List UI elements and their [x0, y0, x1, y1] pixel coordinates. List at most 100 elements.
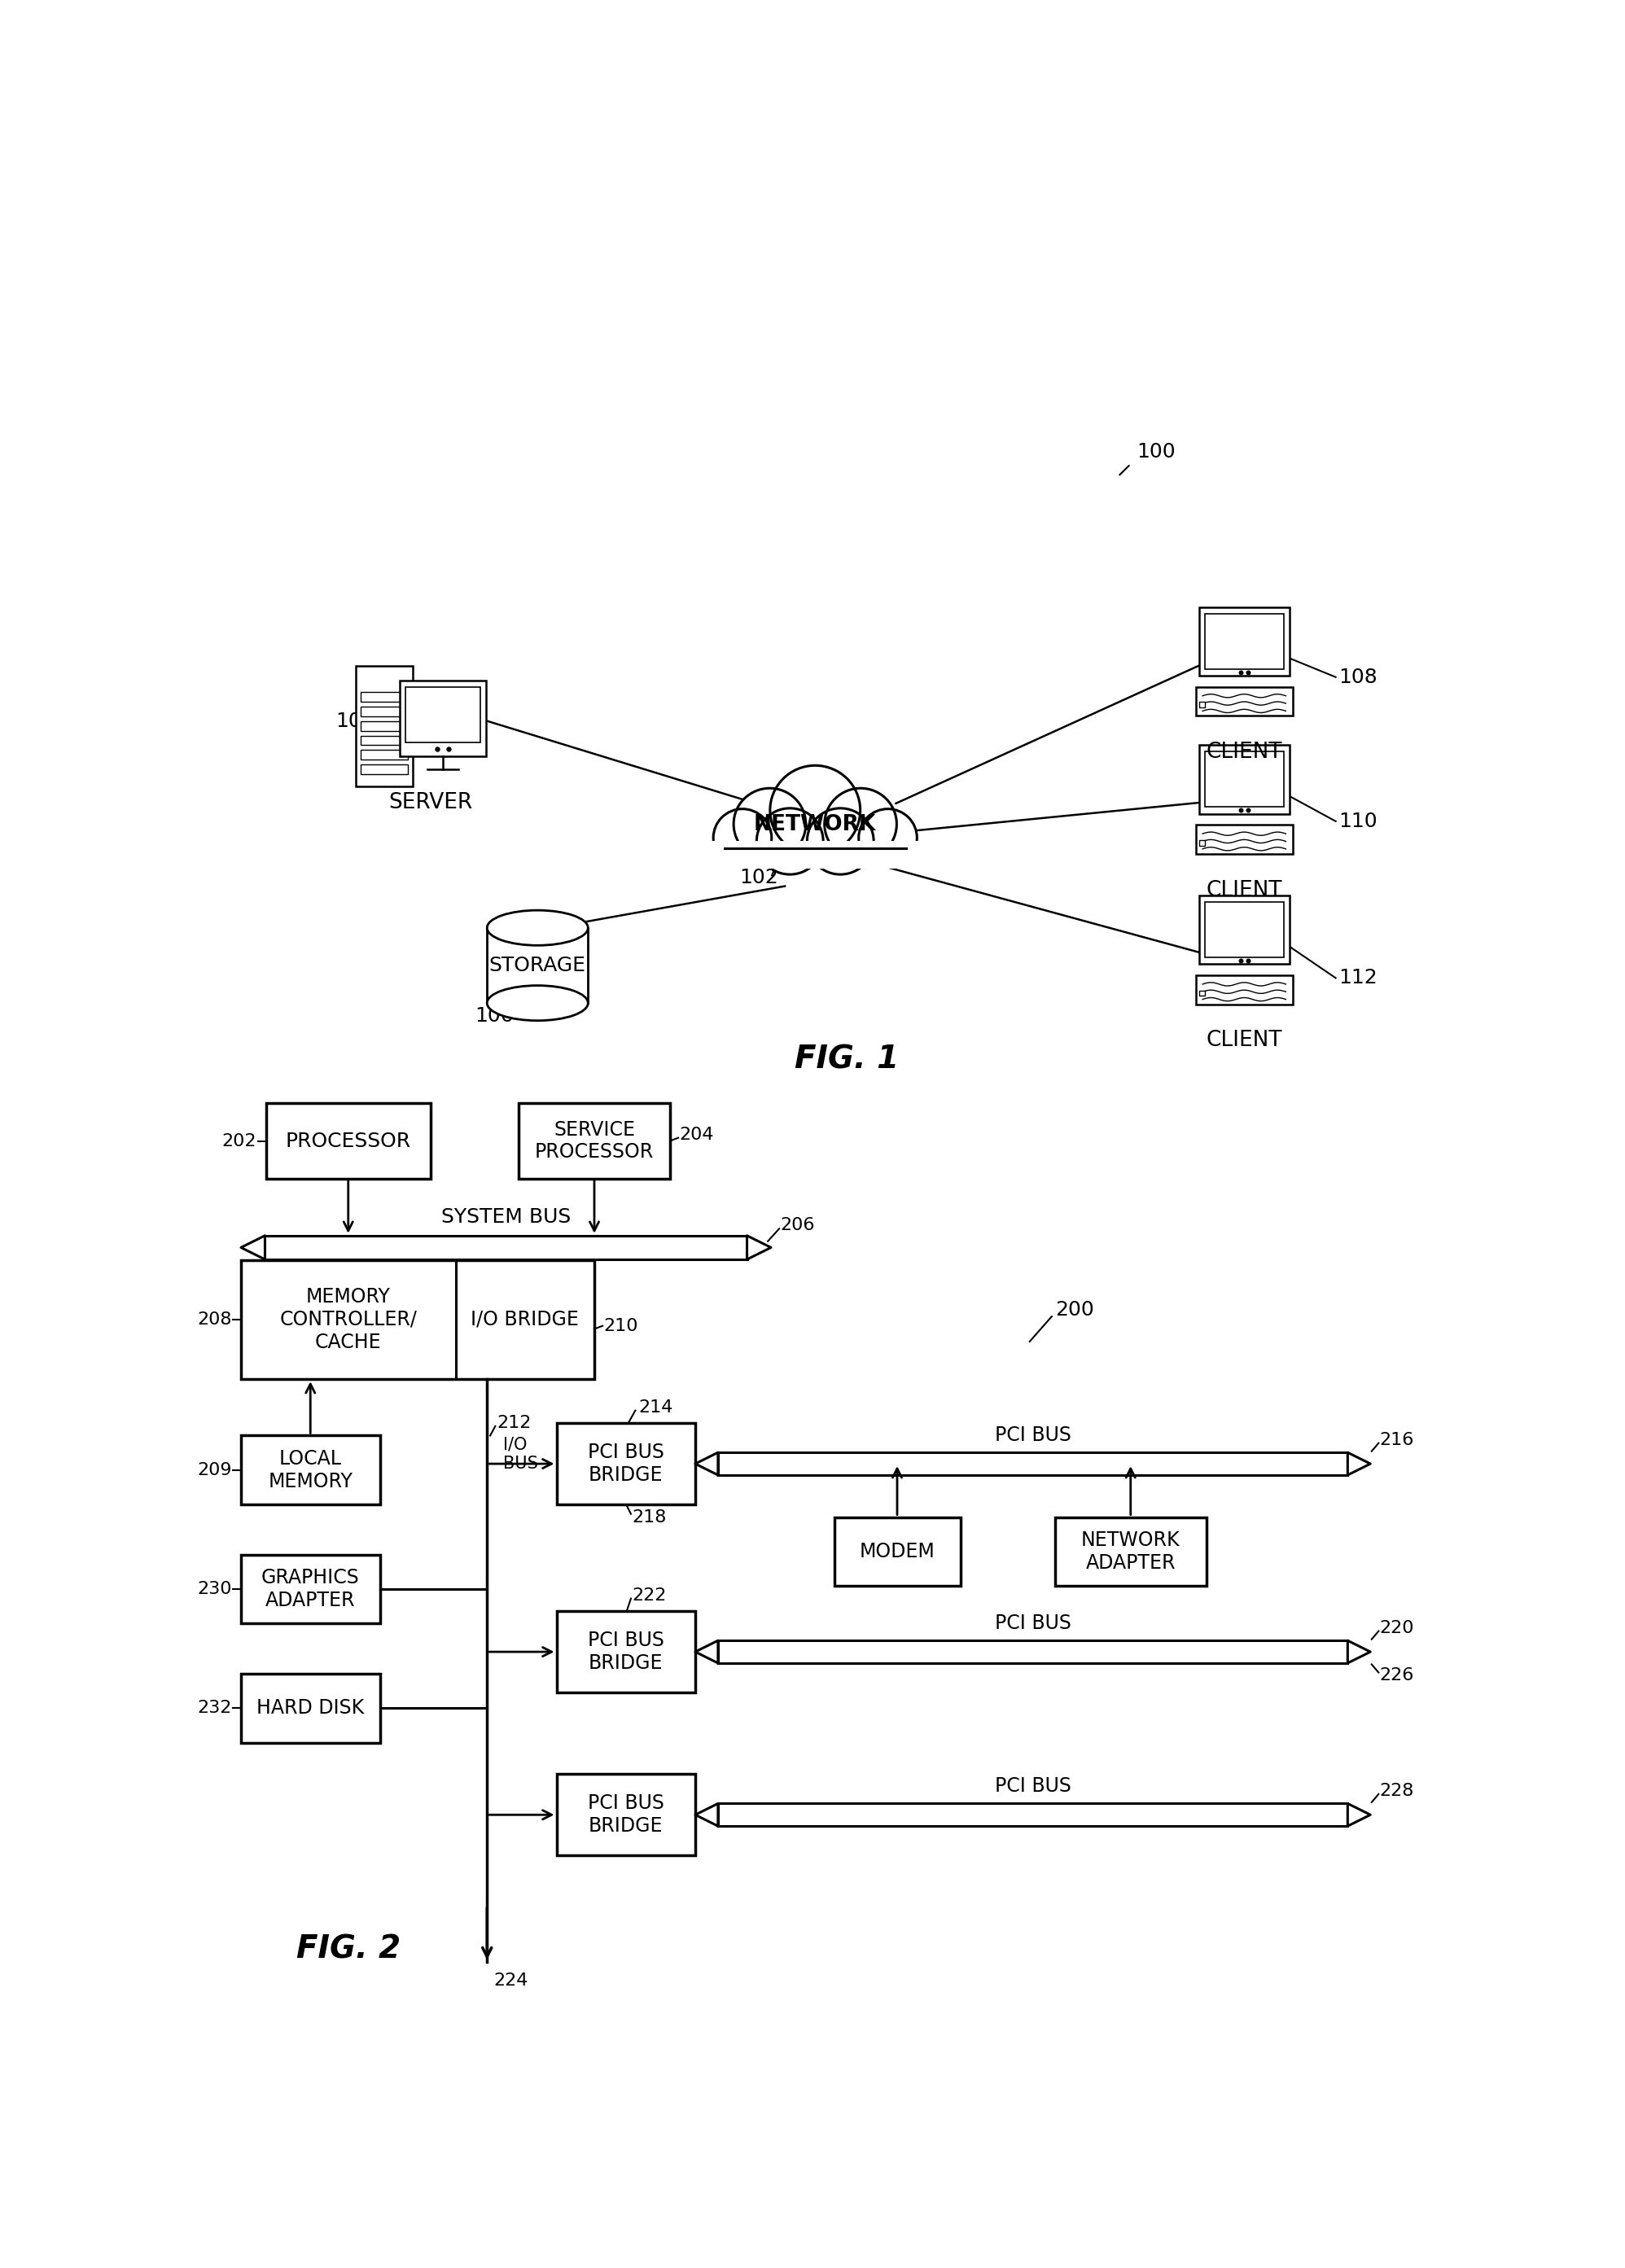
Bar	[718, 1803, 1347, 1826]
Ellipse shape	[487, 909, 588, 946]
Text: FIG. 2: FIG. 2	[296, 1935, 400, 1964]
Bar	[400, 680, 486, 755]
Text: 232: 232	[197, 1701, 231, 1717]
Text: 216: 216	[1380, 1431, 1414, 1447]
Text: CLIENT: CLIENT	[1206, 742, 1282, 762]
Text: PCI BUS
BRIDGE: PCI BUS BRIDGE	[588, 1631, 665, 1674]
Text: 102: 102	[739, 869, 778, 887]
Bar	[1199, 896, 1289, 964]
Text: 106: 106	[474, 1005, 514, 1025]
Text: 226: 226	[1380, 1667, 1414, 1683]
Text: MEMORY
CONTROLLER/
CACHE: MEMORY CONTROLLER/ CACHE	[279, 1288, 418, 1352]
Text: STORAGE: STORAGE	[489, 955, 587, 975]
Circle shape	[770, 767, 860, 855]
Text: 210: 210	[604, 1318, 639, 1334]
Polygon shape	[1347, 1452, 1370, 1474]
Bar	[240, 1674, 380, 1742]
Ellipse shape	[487, 987, 588, 1021]
Text: FIG. 1: FIG. 1	[795, 1043, 899, 1075]
Bar	[556, 1774, 696, 1855]
Text: LOCAL
MEMORY: LOCAL MEMORY	[268, 1449, 353, 1490]
Text: GRAPHICS
ADAPTER: GRAPHICS ADAPTER	[262, 1567, 359, 1610]
Bar	[361, 721, 408, 730]
Text: 230: 230	[197, 1581, 231, 1597]
Bar	[1199, 839, 1204, 846]
Bar	[1199, 744, 1289, 814]
Polygon shape	[696, 1452, 718, 1474]
Bar	[1204, 751, 1284, 807]
Circle shape	[713, 810, 772, 866]
Text: 110: 110	[1339, 812, 1378, 830]
Polygon shape	[696, 1803, 718, 1826]
Bar	[266, 1102, 431, 1179]
Bar	[834, 1517, 960, 1585]
Text: 100: 100	[1137, 442, 1176, 460]
Polygon shape	[240, 1236, 265, 1259]
Text: 202: 202	[223, 1132, 257, 1150]
Bar	[704, 841, 926, 869]
Text: I/O
BUS: I/O BUS	[502, 1438, 538, 1472]
Polygon shape	[1347, 1803, 1370, 1826]
Text: 200: 200	[1055, 1300, 1094, 1320]
Bar	[361, 692, 408, 701]
Bar	[240, 1261, 595, 1379]
Text: PCI BUS: PCI BUS	[994, 1613, 1071, 1633]
Bar	[361, 751, 408, 760]
Bar	[1196, 975, 1294, 1005]
Bar	[361, 764, 408, 773]
Bar	[1199, 608, 1289, 676]
Bar	[361, 708, 408, 717]
Text: CLIENT: CLIENT	[1206, 880, 1282, 900]
Polygon shape	[1347, 1640, 1370, 1662]
Text: 204: 204	[679, 1127, 713, 1143]
Polygon shape	[748, 1236, 770, 1259]
Bar	[240, 1436, 380, 1504]
Text: 104: 104	[336, 712, 374, 730]
Text: 214: 214	[639, 1399, 673, 1415]
Bar	[356, 667, 413, 787]
Bar	[240, 1554, 380, 1624]
Bar	[405, 687, 481, 742]
Circle shape	[757, 807, 824, 875]
Text: PCI BUS
BRIDGE: PCI BUS BRIDGE	[588, 1442, 665, 1486]
Text: 108: 108	[1339, 667, 1378, 687]
Text: 206: 206	[780, 1218, 816, 1234]
Bar	[556, 1610, 696, 1692]
Circle shape	[858, 810, 916, 866]
Bar	[1196, 687, 1294, 717]
Text: 218: 218	[632, 1508, 666, 1524]
Text: PCI BUS: PCI BUS	[994, 1776, 1071, 1796]
Text: 222: 222	[632, 1588, 666, 1603]
Polygon shape	[696, 1640, 718, 1662]
Bar	[718, 1452, 1347, 1474]
Bar	[487, 928, 588, 1002]
Text: NETWORK
ADAPTER: NETWORK ADAPTER	[1081, 1531, 1180, 1572]
Text: MODEM: MODEM	[860, 1542, 934, 1560]
Bar	[265, 1236, 748, 1259]
Bar	[1055, 1517, 1206, 1585]
Bar	[1199, 991, 1204, 996]
Text: 212: 212	[497, 1415, 531, 1431]
Text: SERVER: SERVER	[388, 792, 473, 812]
Circle shape	[808, 807, 874, 875]
Circle shape	[733, 789, 806, 860]
Bar	[1204, 615, 1284, 669]
Text: 228: 228	[1380, 1783, 1414, 1799]
Text: PCI BUS: PCI BUS	[994, 1424, 1071, 1445]
Bar	[518, 1102, 669, 1179]
Bar	[718, 1640, 1347, 1662]
Text: HARD DISK: HARD DISK	[257, 1699, 364, 1717]
Bar	[1196, 826, 1294, 853]
Text: PROCESSOR: PROCESSOR	[286, 1132, 411, 1150]
Text: 224: 224	[494, 1973, 528, 1989]
Bar	[556, 1422, 696, 1504]
Bar	[1199, 703, 1204, 708]
Text: 220: 220	[1380, 1619, 1414, 1635]
Text: 209: 209	[197, 1463, 231, 1479]
Text: 112: 112	[1339, 968, 1378, 989]
Bar	[1204, 903, 1284, 957]
Text: 208: 208	[197, 1311, 231, 1327]
Circle shape	[824, 789, 897, 860]
Text: CLIENT: CLIENT	[1206, 1030, 1282, 1052]
Text: SYSTEM BUS: SYSTEM BUS	[440, 1207, 570, 1227]
